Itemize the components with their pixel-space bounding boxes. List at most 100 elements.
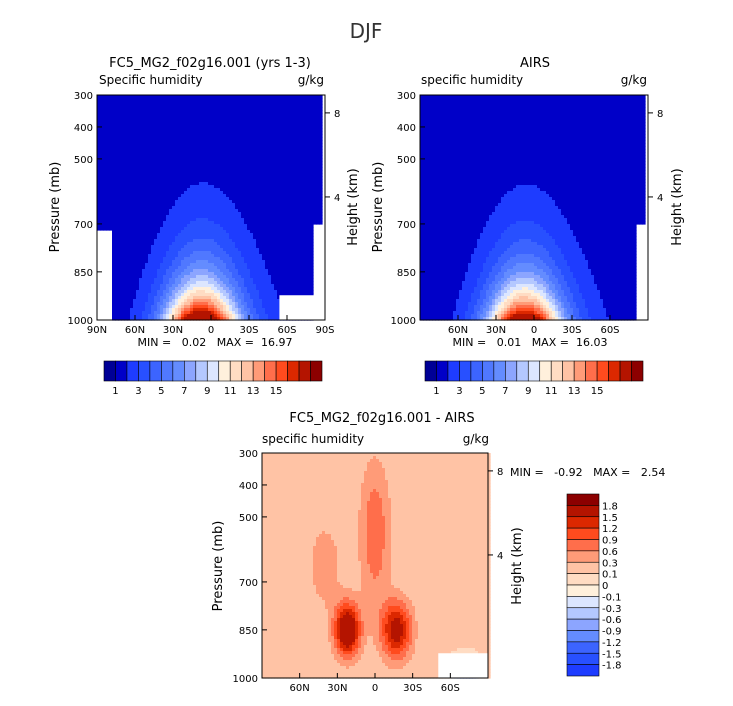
field-cell [154, 245, 158, 249]
field-cell [262, 221, 266, 225]
field-cell [250, 113, 254, 117]
field-cell [286, 158, 290, 162]
field-cell [130, 164, 134, 168]
field-cell [181, 170, 185, 174]
field-cell [310, 263, 314, 267]
field-cell [157, 233, 161, 237]
field-cell [118, 200, 122, 204]
field-cell [289, 257, 293, 261]
field-cell [169, 227, 173, 231]
field-cell [265, 167, 269, 171]
field-cell [109, 212, 113, 216]
field-cell [214, 173, 218, 177]
field-cell [310, 143, 314, 147]
field-cell [178, 299, 182, 303]
field-cell [244, 248, 248, 252]
field-cell [238, 203, 242, 207]
field-cell [154, 260, 158, 264]
field-cell [298, 116, 302, 120]
field-cell [199, 212, 203, 216]
field-cell [175, 233, 179, 237]
field-cell [301, 164, 305, 168]
field-cell [304, 164, 308, 168]
field-cell [121, 119, 125, 123]
field-cell [205, 203, 209, 207]
field-cell [292, 110, 296, 114]
field-cell [172, 284, 176, 288]
field-cell [103, 149, 107, 153]
field-cell [148, 221, 152, 225]
field-cell [154, 140, 158, 144]
field-cell [136, 242, 140, 246]
field-cell [229, 152, 233, 156]
field-cell [253, 257, 257, 261]
field-cell [310, 110, 314, 114]
field-cell [208, 152, 212, 156]
field-cell [112, 149, 116, 153]
field-cell [139, 98, 143, 102]
field-cell [301, 98, 305, 102]
field-cell [184, 122, 188, 126]
field-cell [169, 173, 173, 177]
field-cell [100, 119, 104, 123]
field-cell [280, 185, 284, 189]
field-cell [190, 212, 194, 216]
field-cell [214, 113, 218, 117]
field-cell [235, 236, 239, 240]
field-cell [190, 221, 194, 225]
field-cell [214, 296, 218, 300]
field-cell [208, 239, 212, 243]
field-cell [223, 224, 227, 228]
field-cell [310, 95, 314, 99]
field-cell [172, 278, 176, 282]
field-cell [217, 110, 221, 114]
field-cell [295, 197, 299, 201]
field-cell [298, 278, 302, 282]
field-cell [202, 290, 206, 294]
field-cell [97, 227, 101, 231]
field-cell [265, 215, 269, 219]
field-cell [253, 113, 257, 117]
field-cell [235, 251, 239, 255]
field-cell [109, 128, 113, 132]
field-cell [199, 260, 203, 264]
field-cell [235, 293, 239, 297]
field-cell [271, 272, 275, 276]
field-cell [244, 218, 248, 222]
field-cell [163, 104, 167, 108]
field-cell [319, 164, 323, 168]
field-cell [169, 170, 173, 174]
field-cell [157, 191, 161, 195]
field-cell [142, 146, 146, 150]
field-cell [160, 293, 164, 297]
field-cell [130, 281, 134, 285]
field-cell [160, 275, 164, 279]
field-cell [133, 245, 137, 249]
field-cell [160, 143, 164, 147]
field-cell [106, 152, 110, 156]
field-cell [223, 197, 227, 201]
field-cell [139, 209, 143, 213]
field-cell [256, 173, 260, 177]
field-cell [271, 131, 275, 135]
field-cell [190, 239, 194, 243]
field-cell [142, 242, 146, 246]
field-cell [319, 122, 323, 126]
field-cell [106, 170, 110, 174]
field-cell [139, 293, 143, 297]
field-cell [133, 263, 137, 267]
field-cell [160, 182, 164, 186]
field-cell [235, 260, 239, 264]
field-cell [175, 140, 179, 144]
field-cell [268, 122, 272, 126]
field-cell [139, 224, 143, 228]
field-cell [136, 119, 140, 123]
field-cell [259, 134, 263, 138]
field-cell [250, 98, 254, 102]
field-cell [193, 182, 197, 186]
field-cell [166, 287, 170, 291]
field-cell [205, 242, 209, 246]
field-cell [271, 248, 275, 252]
field-cell [247, 152, 251, 156]
field-cell [304, 239, 308, 243]
